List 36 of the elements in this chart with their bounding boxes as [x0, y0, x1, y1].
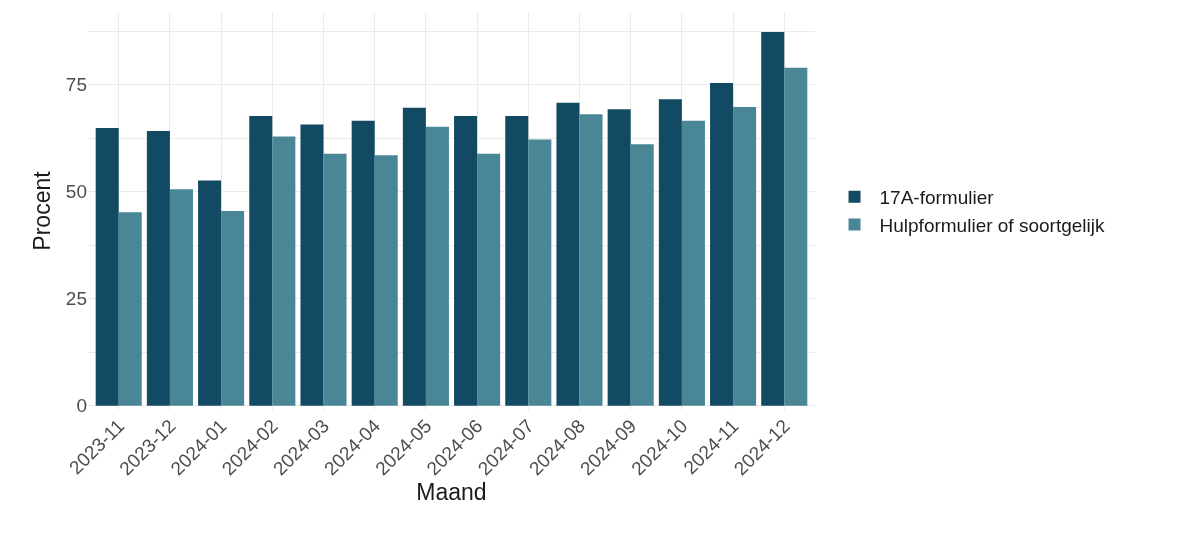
bar — [710, 83, 734, 406]
bar — [477, 153, 501, 406]
bar — [784, 67, 808, 406]
bar — [118, 212, 142, 406]
bar — [351, 120, 375, 406]
bar — [272, 136, 296, 406]
bar — [300, 124, 324, 406]
bar — [402, 107, 426, 406]
bar — [528, 139, 552, 406]
bar — [198, 180, 222, 406]
bar — [146, 130, 170, 406]
y-axis-title: Procent — [29, 170, 56, 251]
bar — [556, 102, 580, 406]
y-tick-label: 50 — [65, 181, 87, 203]
legend-label: Hulpformulier of soortgelijk — [879, 214, 1105, 236]
y-tick-label: 75 — [65, 74, 87, 96]
legend-label: 17A-formulier — [879, 187, 995, 209]
bar — [761, 32, 785, 406]
bar — [681, 120, 705, 406]
bar — [505, 115, 529, 406]
y-tick-label: 25 — [65, 288, 87, 310]
bar — [374, 155, 398, 406]
bar — [733, 107, 757, 406]
bar — [169, 189, 193, 406]
bar — [579, 114, 603, 406]
bar — [425, 126, 449, 406]
bar — [630, 144, 654, 406]
bar — [221, 211, 245, 406]
bar — [454, 115, 478, 406]
bar — [249, 115, 273, 406]
bar — [95, 127, 119, 406]
bar — [658, 99, 682, 406]
bar — [323, 153, 347, 406]
bar — [607, 109, 631, 406]
y-tick-label: 0 — [76, 395, 87, 417]
x-axis-title: Maand — [416, 479, 487, 506]
